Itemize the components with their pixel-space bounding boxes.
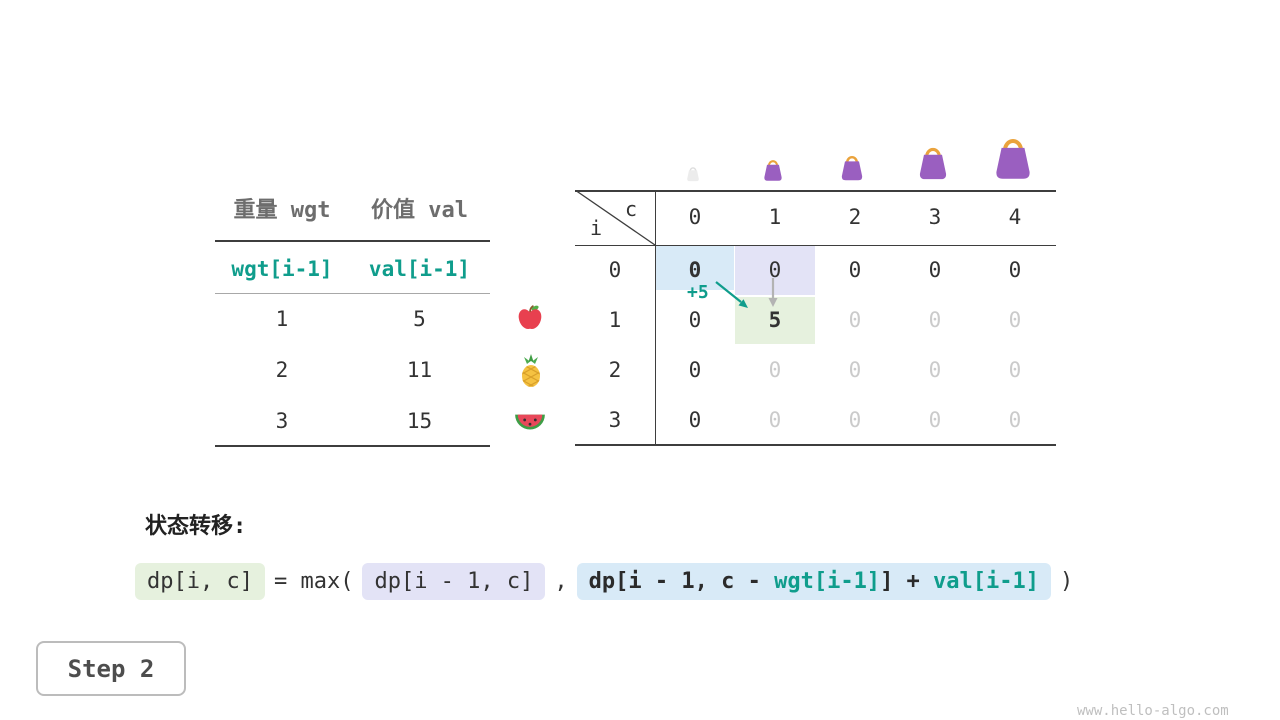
dp-cell-3-3: 0 [928,408,942,432]
watermelon-icon [515,414,545,430]
watermark: www.hello-algo.com [1077,703,1229,719]
dp-cell-1-1: 5 [768,308,782,332]
dp-col-header-2: 2 [848,205,862,229]
item-weight: 2 [275,358,289,382]
items-table-subheader: wgt[i-1] val[i-1] [215,248,490,290]
items-table: 重量 wgt 价值 val wgt[i-1] val[i-1] 1 5 2 11… [215,190,490,448]
dp-col-header-0: 0 [688,205,702,229]
dp-cell-2-2: 0 [848,358,862,382]
dp-corner-row-var: i [589,216,603,240]
dp-cell-2-3: 0 [928,358,942,382]
dp-cell-0-4: 0 [1008,258,1022,282]
item-row-pineapple: 2 11 [215,349,490,391]
item-weight: 1 [275,307,289,331]
dp-cell-3-2: 0 [848,408,862,432]
dp-cell-1-0: 0 [688,308,702,332]
dp-row-header-1: 1 [608,308,622,332]
items-subheader-val: val[i-1] [368,257,471,281]
items-table-rule-bottom [215,445,490,447]
formula-operator: = max( [273,568,354,594]
take-chip-val: val[i-1] [933,568,1040,594]
step-badge-label: Step 2 [67,654,155,683]
take-chip-wgt: wgt[i-1] [774,568,881,594]
dp-cell-3-0: 0 [688,408,702,432]
item-weight: 3 [275,409,289,433]
dp-rule-vertical [655,190,656,446]
item-value: 11 [406,358,433,382]
items-table-rule-top [215,240,490,242]
formula-heading: 状态转移: [145,514,247,539]
item-value: 5 [413,307,426,331]
take-chip-part-3: ] + [880,568,934,594]
step-badge: Step 2 [36,641,186,696]
items-header-weight: 重量 wgt [233,198,331,223]
item-row-watermelon: 3 15 [215,400,490,442]
items-table-header: 重量 wgt 价值 val [215,190,490,232]
bag-icon-capacity-2 [841,156,863,181]
formula: dp[i, c] = max( dp[i - 1, c] , dp[i - 1,… [135,558,1082,604]
dp-col-header-4: 4 [1008,205,1022,229]
bag-icon-capacity-4 [996,139,1030,179]
items-table-rule-mid [215,293,490,294]
dp-row-header-0: 0 [608,258,622,282]
dp-cell-0-0: 0 [688,258,702,282]
bag-icon-capacity-0 [687,167,699,182]
dp-cell-2-1: 0 [768,358,782,382]
dp-cell-3-4: 0 [1008,408,1022,432]
dp-row-header-2: 2 [608,358,622,382]
dp-cell-3-1: 0 [768,408,782,432]
take-chip-part-1: dp[i - 1, c - [588,568,775,594]
formula-result-chip: dp[i, c] [135,562,265,600]
items-subheader-wgt: wgt[i-1] [231,257,333,281]
formula-take-chip: dp[i - 1, c - wgt[i-1]] + val[i-1] [576,562,1052,600]
dp-col-header-3: 3 [928,205,942,229]
dp-col-header-1: 1 [768,205,782,229]
items-header-value: 价值 val [371,198,468,223]
dp-rule-bottom [575,444,1056,446]
highlight-keep-cell [735,246,815,295]
dp-cell-2-4: 0 [1008,358,1022,382]
dp-cells: 0 0 0 0 0 0 5 0 0 0 0 0 0 0 0 0 0 0 0 0 [655,245,1055,445]
dp-row-header-3: 3 [608,408,622,432]
pineapple-icon [522,354,540,387]
dp-cell-1-3: 0 [928,308,942,332]
item-row-apple: 1 5 [215,298,490,340]
bag-icon-capacity-1 [764,160,782,181]
formula-separator: , [554,568,568,594]
formula-closing-paren: ) [1060,568,1074,594]
dp-rule-top [575,190,1056,192]
dp-cell-0-1: 0 [768,258,782,282]
item-value: 15 [406,409,433,433]
apple-icon [518,305,542,330]
dp-corner-diagonal [575,190,655,245]
plus-value-annotation: +5 [687,282,709,303]
dp-cell-0-2: 0 [848,258,862,282]
dp-column-headers: 0 1 2 3 4 [655,190,1055,245]
bag-icon-capacity-3 [919,147,947,180]
dp-cell-2-0: 0 [688,358,702,382]
dp-cell-1-2: 0 [848,308,862,332]
dp-rule-header [575,245,1056,246]
dp-cell-0-3: 0 [928,258,942,282]
dp-cell-1-4: 0 [1008,308,1022,332]
dp-corner-col-var: c [624,197,638,221]
dp-table: i c 0 1 2 3 4 0 1 2 3 0 0 0 0 0 0 5 0 0 … [575,190,1056,448]
formula-keep-chip: dp[i - 1, c] [362,562,546,600]
